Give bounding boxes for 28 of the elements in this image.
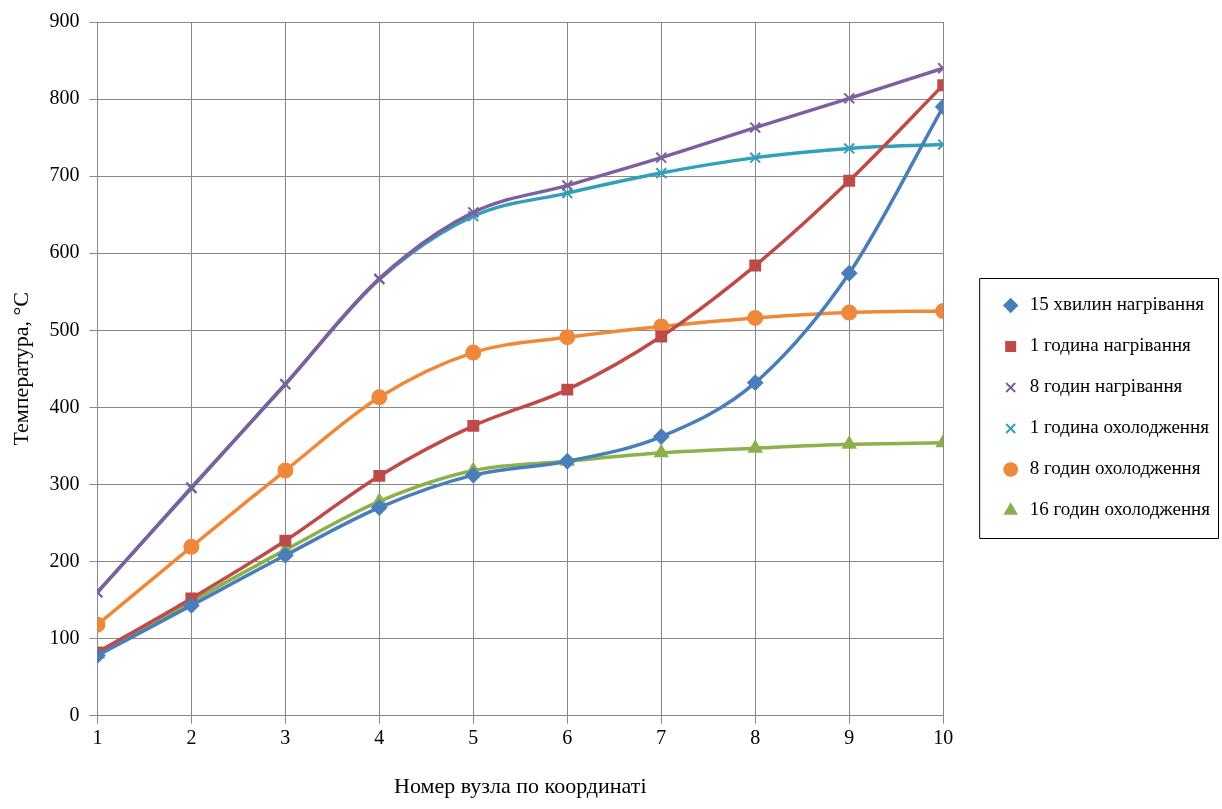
y-tick-label: 0 (69, 702, 80, 725)
x-tick-label: 10 (933, 725, 954, 748)
y-tick-label: 200 (49, 548, 80, 571)
y-tick-label: 400 (49, 394, 80, 417)
x-tick-label: 3 (280, 725, 291, 748)
x-tick-label: 5 (468, 725, 479, 748)
y-tick-label: 800 (49, 86, 80, 109)
x-tick-label: 6 (562, 725, 573, 748)
x-tick-label: 9 (844, 725, 855, 748)
x-tick-label: 7 (656, 725, 667, 748)
y-axis-title: Температура, °С (7, 292, 33, 446)
x-tick-label: 1 (92, 725, 103, 748)
y-tick-label: 600 (49, 240, 80, 263)
legend-label: 15 хвилин нагрівання (1029, 293, 1205, 315)
y-tick-label: 300 (49, 471, 80, 494)
legend-label: 8 годин охолодження (1029, 457, 1201, 479)
x-tick-label: 4 (374, 725, 385, 748)
legend-label: 8 годин нагрівання (1029, 375, 1183, 397)
x-tick-label: 2 (186, 725, 197, 748)
y-tick-label: 100 (49, 625, 80, 648)
y-tick-label: 500 (49, 317, 80, 340)
y-tick-label: 900 (49, 9, 80, 32)
x-axis-title: Номер вузла по координаті (394, 772, 647, 798)
legend-label: 1 година нагрівання (1029, 334, 1192, 356)
legend-label: 1 година охолодження (1029, 416, 1210, 438)
legend-label: 16 годин охолодження (1029, 498, 1211, 520)
x-tick-label: 8 (750, 725, 761, 748)
y-tick-label: 700 (49, 163, 80, 186)
